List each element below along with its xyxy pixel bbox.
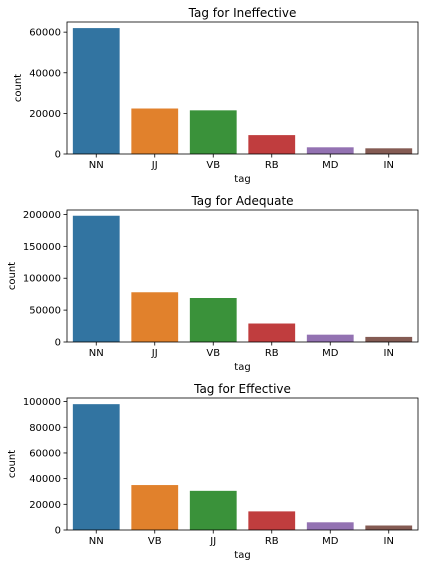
bar-in — [365, 525, 413, 530]
y-tick-label: 60000 — [29, 28, 61, 39]
x-axis-label: tag — [234, 362, 250, 373]
x-tick-label: IN — [384, 348, 394, 359]
bar-vb — [189, 298, 237, 342]
chart-title: Tag for Adequate — [190, 194, 293, 208]
y-tick-label: 0 — [55, 150, 61, 161]
bar-rb — [248, 511, 296, 530]
y-tick-label: 20000 — [29, 500, 61, 511]
x-tick-label: JJ — [209, 536, 216, 547]
x-tick-label: IN — [384, 536, 394, 547]
plot-frame — [66, 209, 419, 343]
x-tick-label: JJ — [151, 160, 158, 171]
bar-nn — [72, 404, 120, 530]
x-tick-label: VB — [206, 160, 220, 171]
y-axis-label: count — [7, 262, 18, 290]
y-tick-label: 60000 — [29, 448, 61, 459]
chart-panel-3: NN VB JJ RB MD IN 0 20000 40000 60000 80000 100000 T… — [7, 382, 419, 561]
chart-title: Tag for Effective — [193, 382, 291, 396]
x-tick-label: VB — [148, 536, 162, 547]
y-tick-label: 100000 — [23, 397, 61, 408]
bar-vb — [189, 110, 237, 154]
bar-in — [365, 336, 413, 342]
bar-in — [365, 148, 413, 154]
bar-vb — [131, 485, 179, 530]
x-tick-label: IN — [384, 160, 394, 171]
x-tick-label: RB — [265, 160, 279, 171]
x-tick-label: JJ — [151, 348, 158, 359]
y-tick-label: 80000 — [29, 423, 61, 434]
y-tick-label: 40000 — [29, 68, 61, 79]
bar-rb — [248, 323, 296, 342]
chart-panel-2: NN JJ VB RB MD IN 0 50000 100000 150000 200000 Tag … — [7, 194, 419, 373]
x-tick-label: VB — [206, 348, 220, 359]
x-axis-label: tag — [234, 174, 250, 185]
bar-nn — [72, 215, 120, 342]
x-tick-label: RB — [265, 536, 279, 547]
bar-md — [306, 334, 354, 342]
x-tick-label: NN — [89, 348, 104, 359]
bar-md — [306, 147, 354, 154]
y-tick-label: 200000 — [23, 210, 61, 221]
bar-rb — [248, 135, 296, 154]
bar-jj — [189, 490, 237, 530]
x-tick-label: MD — [322, 348, 339, 359]
chart-panel-1: NN JJ VB RB MD IN 0 20000 40000 60000 Tag for Inef… — [13, 6, 419, 185]
y-tick-label: 50000 — [29, 306, 61, 317]
y-tick-label: 40000 — [29, 474, 61, 485]
x-tick-label: NN — [89, 160, 104, 171]
plot-frame — [66, 397, 419, 531]
x-tick-label: MD — [322, 536, 339, 547]
plot-frame — [66, 21, 419, 155]
x-axis-label: tag — [234, 550, 250, 561]
y-tick-label: 0 — [55, 526, 61, 537]
y-tick-label: 100000 — [23, 274, 61, 285]
bar-md — [306, 522, 354, 530]
x-tick-label: RB — [265, 348, 279, 359]
chart-title: Tag for Ineffective — [188, 6, 297, 20]
x-tick-label: NN — [89, 536, 104, 547]
y-tick-label: 20000 — [29, 109, 61, 120]
y-tick-label: 150000 — [23, 242, 61, 253]
bar-jj — [131, 108, 179, 154]
bar-jj — [131, 292, 179, 342]
y-tick-label: 0 — [55, 338, 61, 349]
y-axis-label: count — [13, 74, 24, 102]
x-tick-label: MD — [322, 160, 339, 171]
bar-nn — [72, 28, 120, 155]
y-axis-label: count — [7, 450, 18, 478]
